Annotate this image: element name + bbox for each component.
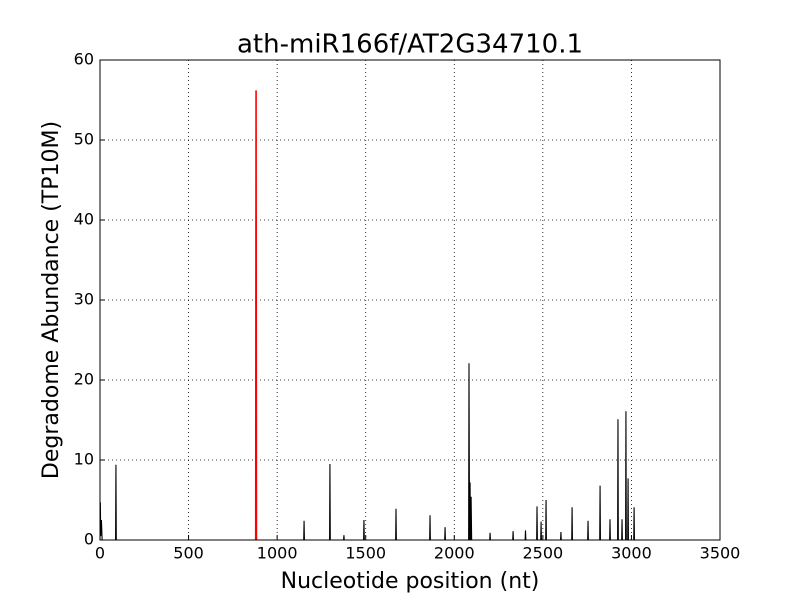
- y-tick-label: 30: [74, 290, 94, 309]
- x-tick-label: 3000: [611, 544, 652, 563]
- data-line: [99, 363, 639, 541]
- x-tick-label: 1500: [345, 544, 386, 563]
- x-tick-label: 0: [95, 544, 105, 563]
- y-tick-label: 60: [74, 50, 94, 69]
- plot-frame: [99, 59, 721, 541]
- x-tick-label: 1000: [257, 544, 298, 563]
- y-axis-label: Degradome Abundance (TP10M): [39, 121, 64, 479]
- y-tick-label: 0: [84, 530, 94, 549]
- y-tick-label: 50: [74, 130, 94, 149]
- chart-title: ath-miR166f/AT2G34710.1: [237, 30, 583, 60]
- y-tick-label: 20: [74, 370, 94, 389]
- x-tick-label: 3500: [700, 544, 741, 563]
- y-tick-label: 40: [74, 210, 94, 229]
- x-axis-label: Nucleotide position (nt): [281, 569, 540, 594]
- x-tick-label: 2000: [434, 544, 475, 563]
- x-tick-label: 2500: [522, 544, 563, 563]
- x-tick-label: 500: [173, 544, 204, 563]
- data-line: [254, 90, 258, 541]
- y-tick-label: 10: [74, 450, 94, 469]
